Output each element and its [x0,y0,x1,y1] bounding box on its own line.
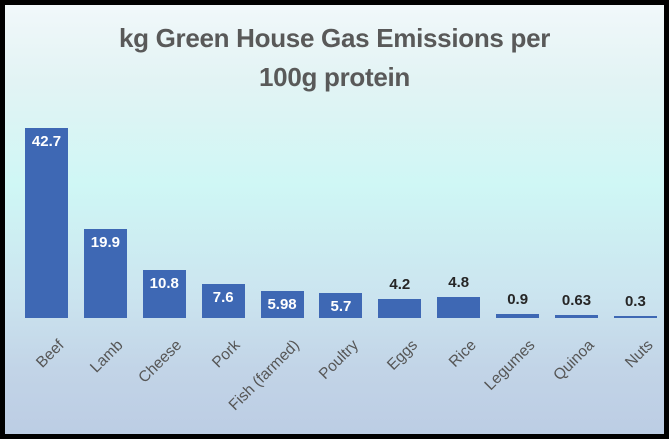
value-label: 19.9 [90,234,120,251]
category-label: Poultry [315,336,362,383]
value-label: 4.2 [389,276,411,293]
bar [378,299,422,318]
bar-group-pork: 7.6 Pork [201,284,245,371]
value-label: 0.63 [561,292,592,309]
bar-group-beef: 42.7 Beef [25,128,68,371]
category-label: Nuts [621,336,657,372]
category-label: Eggs [383,336,421,374]
bar [555,315,599,318]
bar: 5.98 [260,291,304,318]
value-label: 42.7 [31,133,62,150]
chart-title: kg Green House Gas Emissions per 100g pr… [5,19,664,97]
category-label: Rice [445,336,480,371]
bar: 10.8 [142,270,186,318]
bar [613,316,657,318]
bar-group-rice: 4.8 Rice [437,274,481,371]
category-label: Lamb [86,336,127,377]
value-label: 10.8 [149,275,179,292]
bar: 19.9 [83,229,127,318]
chart-title-line-1: kg Green House Gas Emissions per [118,23,551,53]
value-label: 5.7 [330,298,352,315]
chart-title-line-2: 100g protein [259,62,410,92]
category-label: Cheese [135,336,186,387]
bar [437,297,481,318]
bar-group-poultry: 5.7 Poultry [316,293,363,383]
bar [496,314,540,318]
bar-group-cheese: 10.8 Cheese [135,270,186,387]
bar-group-legumes: 0.9 Legumes [481,291,540,394]
category-label: Beef [32,336,68,372]
bar: 42.7 [25,128,68,318]
bar-group-quinoa: 0.63 Quinoa [550,292,599,384]
category-label: Legumes [481,336,539,394]
bar: 5.7 [319,293,363,318]
value-label: 5.98 [267,296,297,313]
value-label: 0.9 [507,291,529,308]
category-label: Pork [209,336,244,372]
category-label: Quinoa [549,336,598,385]
bar-group-nuts: 0.3 Nuts [613,293,657,371]
bar-group-lamb: 19.9 Lamb [83,229,127,376]
value-label: 4.8 [448,274,470,291]
bar: 7.6 [201,284,245,318]
bar-group-eggs: 4.2 Eggs [378,276,422,374]
bar-group-fish-farmed: 5.98 Fish (farmed) [226,291,304,414]
plot-area: 42.7 Beef 19.9 Lamb 10.8 Cheese 7.6 Pork 5.98 Fis… [25,118,657,414]
value-label: 7.6 [212,289,234,306]
value-label: 0.3 [624,293,646,310]
